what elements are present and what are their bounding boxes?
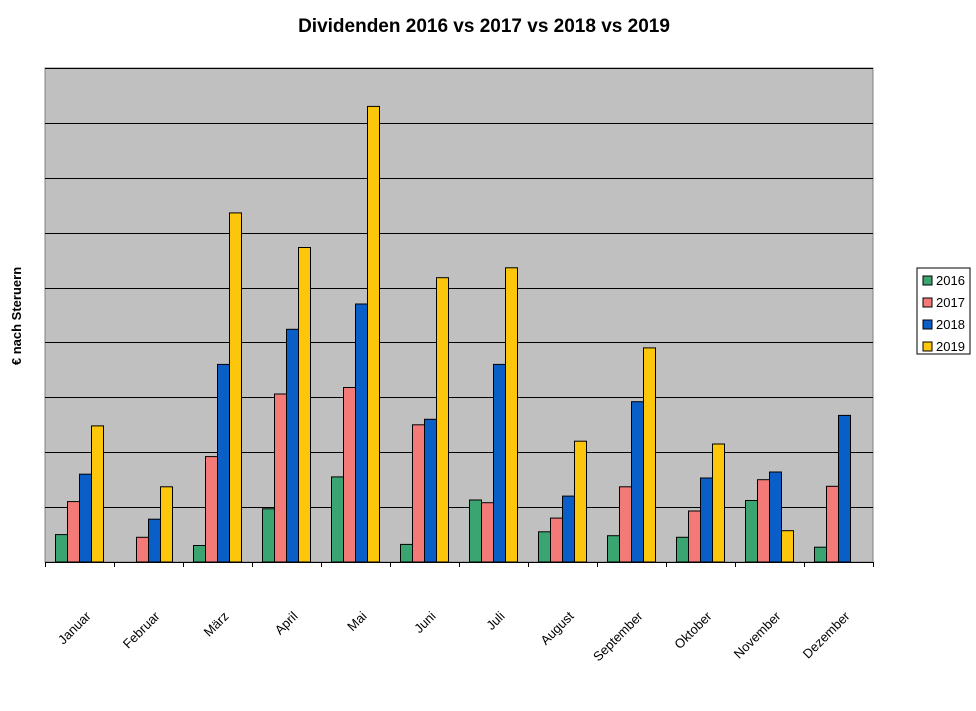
bar-2016-april: [262, 508, 275, 563]
bar-2019-juli: [505, 267, 518, 563]
legend-swatch-2017: [922, 297, 933, 308]
bar-2018-juli: [493, 363, 506, 563]
legend-label-2019: 2019: [936, 339, 965, 354]
bar-2017-august: [550, 517, 563, 563]
legend: 2016 2017 2018 2019: [916, 267, 971, 355]
bar-2018-august: [562, 495, 575, 563]
bar-2016-september: [607, 535, 620, 563]
bar-2018-mai: [355, 303, 368, 563]
x-tick-label: Juli: [483, 608, 507, 632]
x-tick-label: November: [731, 608, 784, 661]
bar-2017-märz: [205, 456, 218, 563]
bar-2019-november: [781, 530, 794, 563]
bar-2016-oktober: [676, 536, 689, 563]
bar-2019-märz: [229, 212, 242, 563]
bar-2019-februar: [160, 486, 173, 563]
bar-2018-oktober: [700, 477, 713, 563]
bar-2017-juli: [481, 502, 494, 563]
x-tick-label: März: [201, 609, 232, 640]
bar-2017-mai: [343, 387, 356, 563]
bar-2019-oktober: [712, 443, 725, 563]
bar-2016-juni: [400, 543, 413, 563]
x-tick-label: April: [272, 608, 301, 637]
bar-2017-juni: [412, 424, 425, 563]
plot-background: [44, 67, 874, 563]
x-tick-label: September: [590, 608, 646, 664]
bar-2019-august: [574, 440, 587, 563]
bar-2017-januar: [67, 501, 80, 563]
legend-swatch-2016: [922, 275, 933, 286]
chart-title: Dividenden 2016 vs 2017 vs 2018 vs 2019: [298, 16, 670, 37]
bar-2016-mai: [331, 476, 344, 563]
plot-area: Januar Februar März April Mai Juni Juli August S…: [44, 67, 874, 664]
legend-swatch-2018: [922, 319, 933, 330]
x-tick-label: Juni: [411, 608, 439, 636]
bar-2018-april: [286, 328, 299, 563]
bar-2017-februar: [136, 536, 149, 563]
legend-label-2018: 2018: [936, 317, 965, 332]
bar-2018-januar: [79, 473, 92, 563]
bar-2017-november: [757, 479, 770, 563]
bar-2018-dezember: [838, 414, 851, 563]
bar-2017-september: [619, 486, 632, 563]
legend-label-2016: 2016: [936, 273, 965, 288]
bar-2018-februar: [148, 518, 161, 563]
bar-2017-oktober: [688, 510, 701, 563]
bar-2016-märz: [193, 545, 206, 563]
bar-2017-april: [274, 393, 287, 563]
x-tick-label: August: [537, 608, 576, 647]
bar-2016-januar: [55, 534, 68, 563]
bar-2019-juni: [436, 277, 449, 563]
bar-2019-januar: [91, 425, 104, 563]
legend-label-2017: 2017: [936, 295, 965, 310]
x-tick-label: Mai: [344, 608, 369, 633]
bar-2018-märz: [217, 363, 230, 563]
bar-2016-juli: [469, 499, 482, 563]
bar-2018-november: [769, 471, 782, 563]
x-tick-label: Januar: [55, 608, 94, 647]
bar-2019-april: [298, 247, 311, 563]
bar-2019-september: [643, 347, 656, 563]
bar-2016-dezember: [814, 546, 827, 563]
x-tick-label: Oktober: [671, 608, 715, 652]
y-axis-label: € nach Steruern: [9, 267, 24, 365]
bar-2019-mai: [367, 105, 380, 563]
bar-2017-dezember: [826, 485, 839, 563]
x-tick-label: Dezember: [800, 608, 853, 661]
bar-2016-august: [538, 531, 551, 563]
bar-2018-juni: [424, 418, 437, 563]
bar-2016-november: [745, 500, 758, 563]
bar-2018-september: [631, 401, 644, 563]
x-tick-label: Februar: [120, 608, 163, 651]
legend-swatch-2019: [922, 341, 933, 352]
